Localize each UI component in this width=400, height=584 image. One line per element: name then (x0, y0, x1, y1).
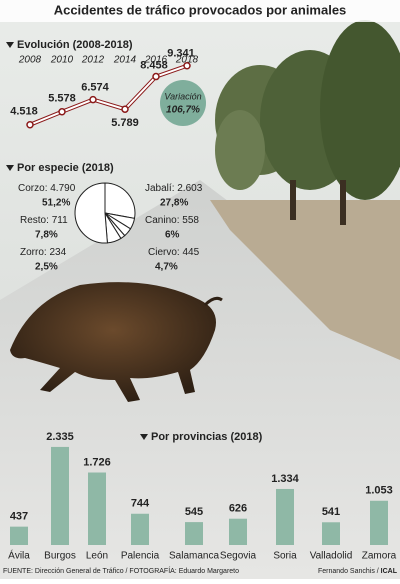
x-tick-label: Zamora (362, 551, 397, 562)
annotation-value: 106,7% (166, 105, 200, 116)
slice-separator: : (172, 183, 178, 194)
value-label: 437 (10, 511, 28, 523)
pie-slice (74, 182, 108, 244)
value-label: 6.574 (81, 82, 109, 94)
annotation-circle (160, 80, 206, 126)
value-label: 626 (229, 503, 247, 515)
value-label: 8.458 (140, 59, 168, 71)
point (58, 108, 66, 116)
annotation-label: Variación (164, 91, 201, 101)
slice-count: 711 (52, 215, 68, 226)
slice-name: Resto (20, 215, 47, 226)
point (121, 105, 129, 113)
point (183, 62, 191, 70)
slice-percent: 27,8% (160, 198, 188, 209)
boar-photo (10, 282, 223, 402)
x-tick-label: Burgos (44, 551, 76, 562)
slice-label: Canino: 558 (145, 215, 199, 226)
slice-percent: 2,5% (35, 262, 58, 273)
header-marker (6, 42, 14, 48)
x-tick-label: Valladolid (310, 551, 353, 562)
value-label: 545 (185, 506, 203, 518)
header-marker (140, 434, 148, 440)
bar (10, 526, 28, 545)
slice-percent: 51,2% (42, 198, 70, 209)
x-tick-label: 2010 (50, 55, 74, 66)
value-label: 4.518 (10, 106, 38, 118)
slice-percent: 6% (165, 230, 180, 241)
slice-count: 558 (182, 215, 199, 226)
value-label: 1.053 (365, 485, 393, 497)
slice-separator: : (46, 215, 52, 226)
x-tick-label: 2016 (144, 55, 168, 66)
x-tick-label: Ávila (8, 549, 30, 562)
x-tick-label: 2012 (81, 55, 105, 66)
bar (370, 500, 388, 545)
value-label: 541 (322, 506, 340, 518)
source: FUENTE: Dirección General de Tráfico / F… (3, 566, 239, 575)
slice-separator: : (44, 247, 50, 258)
value-label: 1.726 (83, 456, 111, 468)
slice-label: Zorro: 234 (20, 247, 67, 258)
author: Fernando Sanchis / ICAL (318, 568, 398, 575)
slice-separator: : (177, 247, 183, 258)
x-tick-label: Salamanca (169, 551, 219, 562)
slice-name: Canino (145, 215, 177, 226)
bar (229, 518, 247, 545)
slice-name: Zorro (20, 247, 44, 258)
slice-count: 234 (49, 247, 66, 258)
bar (51, 446, 69, 545)
agency: ICAL (381, 568, 398, 575)
section-title: Evolución (2008-2018) (17, 39, 133, 51)
slice-name: Ciervo (148, 247, 177, 258)
x-tick-label: 2018 (175, 55, 199, 66)
section-title: Por provincias (2018) (151, 431, 263, 443)
slice-separator: : (45, 183, 51, 194)
x-tick-label: Segovia (220, 551, 257, 562)
value-label: 2.335 (46, 431, 74, 443)
slice-label: Jabalí: 2.603 (145, 183, 203, 194)
header-marker (6, 165, 14, 171)
slice-label: Resto: 711 (20, 215, 68, 226)
x-tick-label: Palencia (121, 551, 160, 562)
section-title: Por especie (2018) (17, 162, 114, 174)
x-tick-label: Soria (273, 551, 297, 562)
slice-percent: 4,7% (155, 262, 178, 273)
bar (322, 522, 340, 545)
bar (185, 522, 203, 545)
slice-percent: 7,8% (35, 230, 58, 241)
trees (215, 20, 400, 225)
value-label: 744 (131, 498, 150, 510)
author-name: Fernando Sanchis / (318, 568, 381, 575)
slice-separator: : (177, 215, 183, 226)
point (152, 72, 160, 81)
bar (276, 488, 294, 545)
x-tick-label: León (86, 551, 108, 562)
x-tick-label: 2008 (18, 55, 42, 66)
value-label: 5.789 (111, 117, 139, 129)
slice-count: 445 (182, 247, 199, 258)
slice-name: Jabalí (145, 183, 172, 194)
slice-name: Corzo (18, 183, 45, 194)
slice-count: 2.603 (177, 183, 202, 194)
value-label: 5.578 (48, 93, 76, 105)
slice-count: 4.790 (50, 183, 75, 194)
bar (88, 472, 106, 545)
pie-slice (104, 182, 136, 219)
slice-label: Ciervo: 445 (148, 247, 200, 258)
point (89, 95, 97, 104)
roadside (210, 200, 400, 360)
bar (131, 513, 149, 545)
title: Accidentes de tráfico provocados por ani… (54, 2, 347, 17)
value-label: 1.334 (271, 473, 299, 485)
slice-label: Corzo: 4.790 (18, 183, 76, 194)
title-band (0, 0, 400, 22)
point (26, 120, 34, 129)
value-label: 9.341 (167, 48, 195, 60)
x-tick-label: 2014 (113, 55, 137, 66)
line (29, 64, 188, 126)
